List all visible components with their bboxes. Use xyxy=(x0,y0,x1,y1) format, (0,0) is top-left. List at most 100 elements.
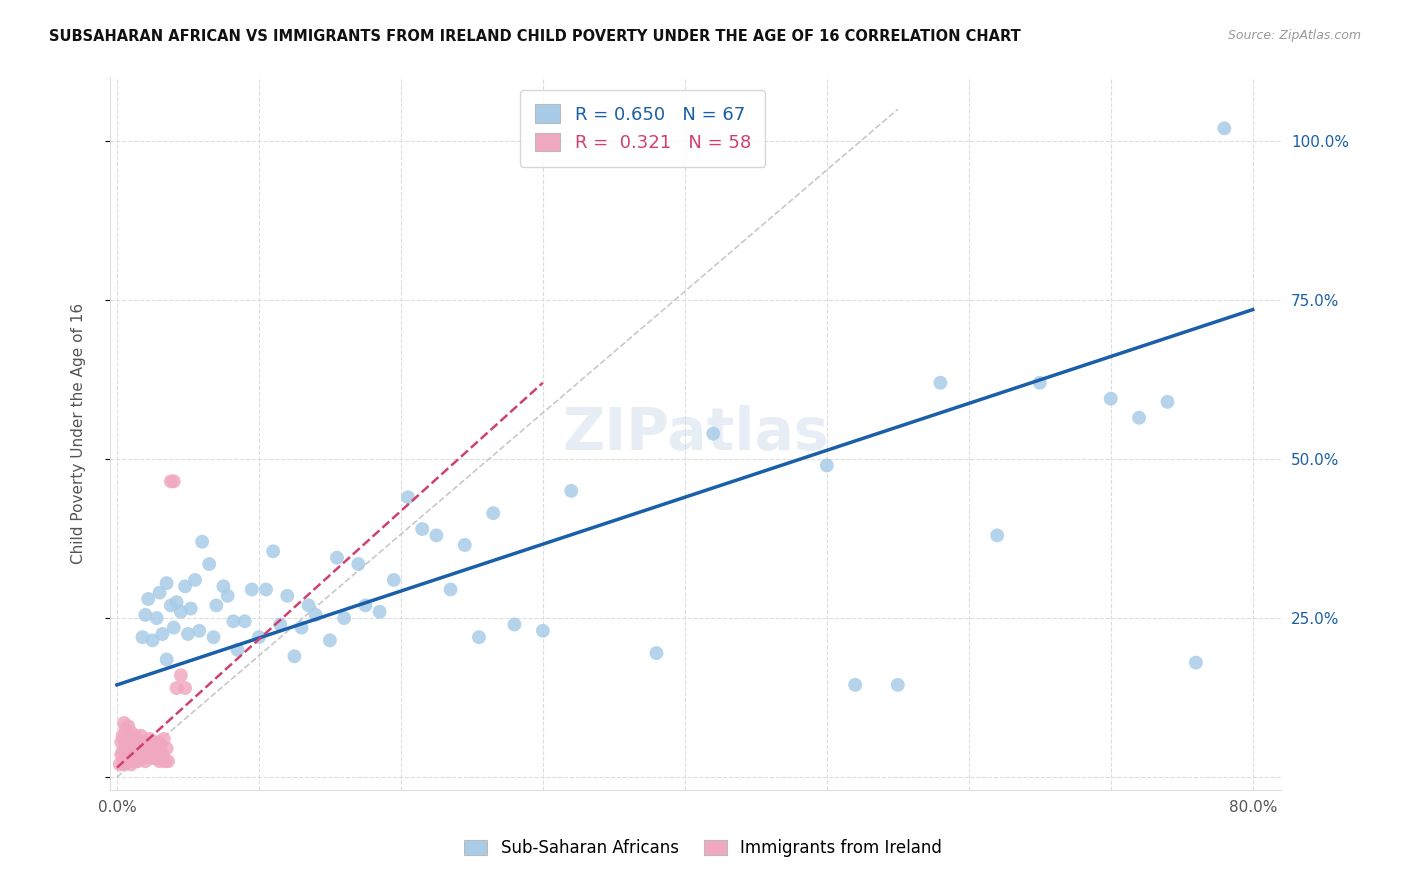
Point xyxy=(112,757,135,772)
Point xyxy=(145,611,167,625)
Point xyxy=(382,573,405,587)
Point xyxy=(174,681,197,695)
Point xyxy=(202,630,225,644)
Point xyxy=(177,627,200,641)
Point xyxy=(156,652,179,666)
Point xyxy=(297,599,319,613)
Point xyxy=(139,745,162,759)
Point xyxy=(326,550,349,565)
Point xyxy=(226,643,249,657)
Point xyxy=(110,735,132,749)
Point xyxy=(156,741,179,756)
Point xyxy=(1099,392,1122,406)
Point xyxy=(198,557,221,571)
Point xyxy=(1156,394,1178,409)
Point xyxy=(454,538,477,552)
Point xyxy=(127,735,149,749)
Point xyxy=(156,576,179,591)
Point xyxy=(121,731,143,746)
Point xyxy=(347,557,370,571)
Point xyxy=(184,573,207,587)
Point xyxy=(170,668,193,682)
Point xyxy=(844,678,866,692)
Point xyxy=(222,615,245,629)
Point xyxy=(142,735,165,749)
Point xyxy=(1213,121,1236,136)
Point xyxy=(115,731,138,746)
Text: SUBSAHARAN AFRICAN VS IMMIGRANTS FROM IRELAND CHILD POVERTY UNDER THE AGE OF 16 : SUBSAHARAN AFRICAN VS IMMIGRANTS FROM IR… xyxy=(49,29,1021,44)
Legend: R = 0.650   N = 67, R =  0.321   N = 58: R = 0.650 N = 67, R = 0.321 N = 58 xyxy=(520,90,765,167)
Point xyxy=(120,725,142,739)
Point xyxy=(155,754,177,768)
Point xyxy=(283,649,305,664)
Point xyxy=(143,745,166,759)
Point xyxy=(157,754,180,768)
Point xyxy=(134,754,156,768)
Point xyxy=(396,490,419,504)
Point xyxy=(929,376,952,390)
Point xyxy=(503,617,526,632)
Point xyxy=(131,751,153,765)
Point xyxy=(153,731,176,746)
Point xyxy=(354,599,377,613)
Point xyxy=(170,605,193,619)
Point xyxy=(131,735,153,749)
Point xyxy=(1128,410,1150,425)
Legend: Sub-Saharan Africans, Immigrants from Ireland: Sub-Saharan Africans, Immigrants from Ir… xyxy=(457,833,949,864)
Point xyxy=(166,681,188,695)
Point xyxy=(188,624,211,638)
Point xyxy=(368,605,391,619)
Point xyxy=(120,741,142,756)
Point xyxy=(482,506,505,520)
Point xyxy=(439,582,461,597)
Point xyxy=(212,579,235,593)
Point xyxy=(112,745,135,759)
Point xyxy=(702,426,724,441)
Point xyxy=(111,729,134,743)
Point xyxy=(114,735,136,749)
Point xyxy=(149,739,172,753)
Point xyxy=(986,528,1008,542)
Point xyxy=(468,630,491,644)
Point xyxy=(128,745,150,759)
Point xyxy=(112,716,135,731)
Text: Source: ZipAtlas.com: Source: ZipAtlas.com xyxy=(1227,29,1361,42)
Point xyxy=(205,599,228,613)
Point xyxy=(233,615,256,629)
Point xyxy=(141,633,163,648)
Point xyxy=(135,739,157,753)
Point xyxy=(117,739,139,753)
Point xyxy=(217,589,239,603)
Point xyxy=(1029,376,1052,390)
Point xyxy=(117,754,139,768)
Point xyxy=(163,475,186,489)
Point xyxy=(1185,656,1208,670)
Point xyxy=(290,621,312,635)
Point xyxy=(191,534,214,549)
Point xyxy=(160,599,183,613)
Point xyxy=(132,741,155,756)
Point xyxy=(122,754,145,768)
Point xyxy=(305,607,328,622)
Point xyxy=(240,582,263,597)
Point xyxy=(120,757,142,772)
Point xyxy=(114,723,136,737)
Point xyxy=(108,757,131,772)
Point xyxy=(118,747,141,762)
Point xyxy=(124,747,146,762)
Point xyxy=(148,754,170,768)
Point xyxy=(136,747,159,762)
Point xyxy=(148,585,170,599)
Point xyxy=(122,735,145,749)
Point xyxy=(121,747,143,762)
Point xyxy=(111,745,134,759)
Point xyxy=(125,745,148,759)
Point xyxy=(262,544,284,558)
Text: ZIPatlas: ZIPatlas xyxy=(562,405,828,462)
Point xyxy=(150,627,173,641)
Point xyxy=(145,751,167,765)
Point xyxy=(166,595,188,609)
Point xyxy=(138,731,160,746)
Point xyxy=(112,731,135,746)
Point xyxy=(887,678,910,692)
